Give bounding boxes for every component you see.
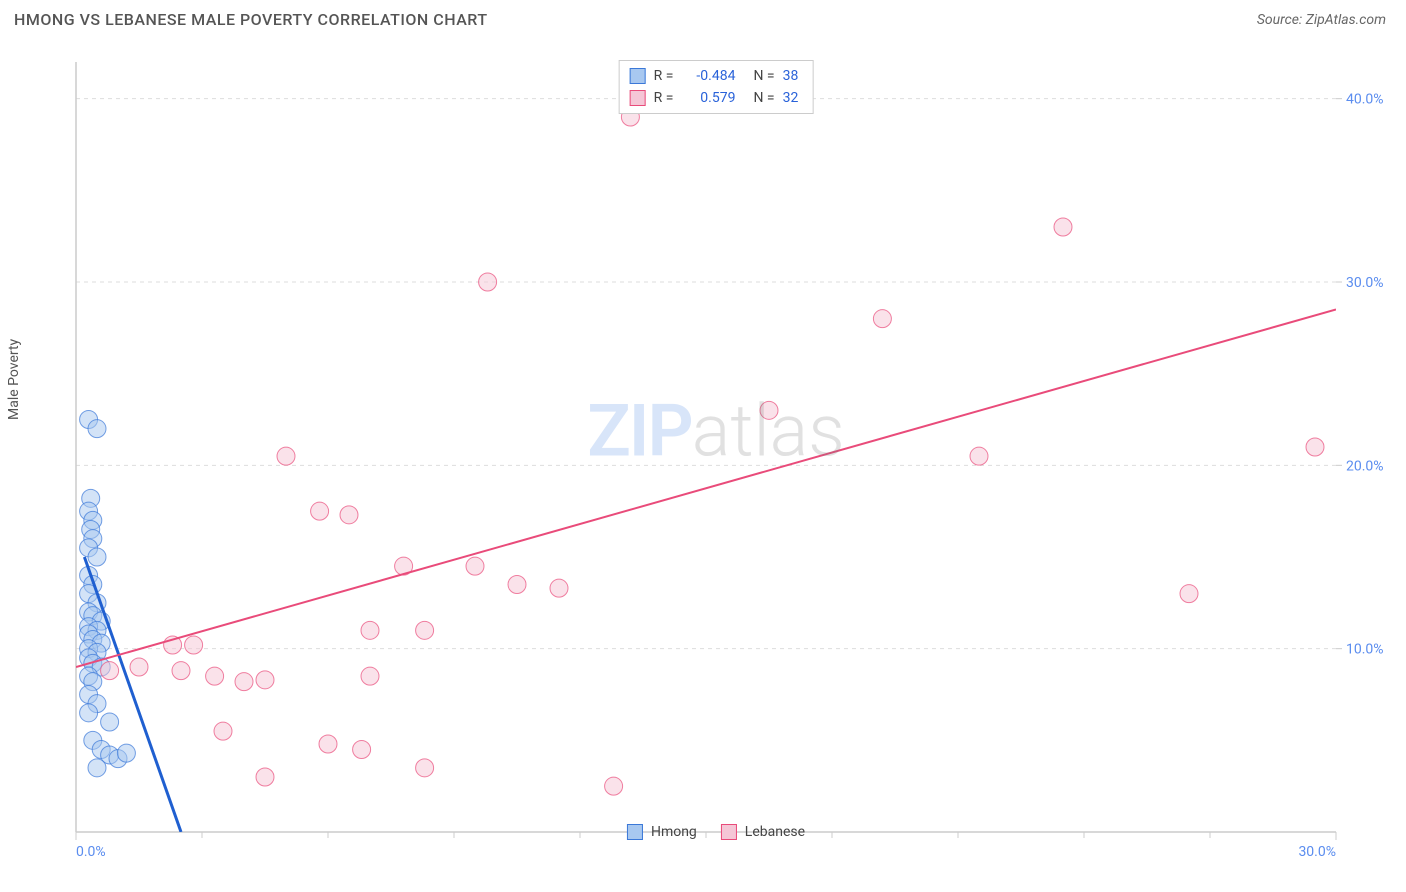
legend-stat-row: R = 0.579 N = 32 <box>630 87 799 109</box>
source-label: Source: ZipAtlas.com <box>1257 12 1386 28</box>
y-axis-label: Male Poverty <box>6 339 22 420</box>
scatter-chart: 0.0% 30.0% 10.0% 20.0% 30.0% 40.0% <box>46 52 1396 862</box>
n-label: N = <box>753 68 774 84</box>
svg-text:20.0%: 20.0% <box>1346 458 1384 474</box>
legend-swatch <box>721 824 737 840</box>
n-value: 32 <box>783 90 799 106</box>
legend-item: Hmong <box>627 824 697 840</box>
chart-title: HMONG VS LEBANESE MALE POVERTY CORRELATI… <box>14 10 488 29</box>
svg-text:0.0%: 0.0% <box>76 844 106 860</box>
n-value: 38 <box>783 68 799 84</box>
legend-series: Hmong Lebanese <box>627 824 805 840</box>
legend-item: Lebanese <box>721 824 805 840</box>
legend-swatch <box>630 68 646 84</box>
legend-series-name: Hmong <box>651 824 697 840</box>
svg-text:30.0%: 30.0% <box>1346 275 1384 291</box>
legend-stats: R = -0.484 N = 38 R = 0.579 N = 32 <box>619 60 814 114</box>
r-value: 0.579 <box>681 90 735 106</box>
svg-text:40.0%: 40.0% <box>1346 92 1384 108</box>
legend-series-name: Lebanese <box>745 824 805 840</box>
r-label: R = <box>654 68 674 84</box>
chart-area: 0.0%30.0%10.0%20.0%30.0%40.0% ZIPatlas R… <box>46 52 1386 842</box>
r-value: -0.484 <box>681 68 735 84</box>
legend-swatch <box>630 90 646 106</box>
legend-stat-row: R = -0.484 N = 38 <box>630 65 799 87</box>
r-label: R = <box>654 90 674 106</box>
svg-text:30.0%: 30.0% <box>1298 844 1336 860</box>
svg-text:10.0%: 10.0% <box>1346 642 1384 658</box>
n-label: N = <box>753 90 774 106</box>
legend-swatch <box>627 824 643 840</box>
